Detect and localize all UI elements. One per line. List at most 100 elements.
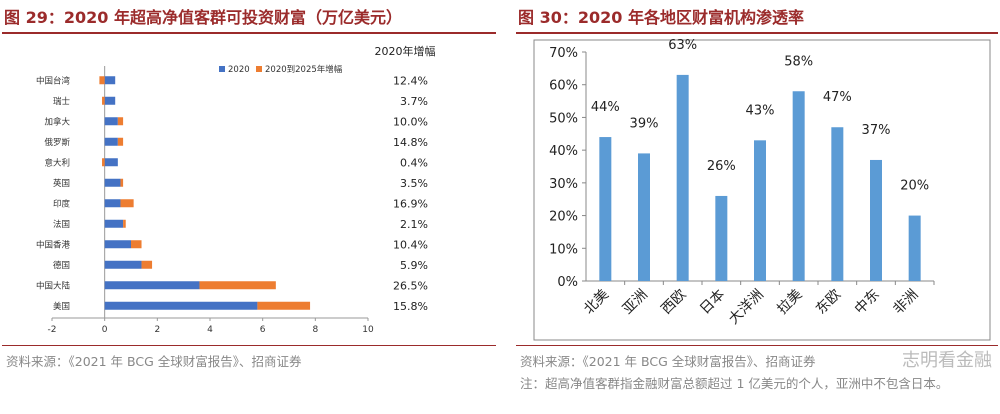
bar-increment (99, 76, 105, 85)
growth-label: 10.0% (393, 115, 428, 128)
x-tick-label: 0 (102, 325, 108, 335)
data-label: 44% (591, 100, 620, 115)
category-label: 俄罗斯 (44, 137, 70, 148)
left-bar-chart: 2020 2020到2025年增幅 2020年增幅 -2 0 2 4 6 8 10 中国台湾 12.4… (36, 44, 436, 335)
growth-label: 3.7% (400, 95, 428, 108)
x-tick-label: 4 (207, 325, 213, 335)
bar-2020 (104, 137, 118, 146)
bar-2020 (104, 199, 121, 208)
category-label: 东欧 (813, 287, 844, 318)
bar-increment (117, 137, 124, 146)
data-label: 20% (900, 179, 929, 194)
x-tick-label: 10 (362, 325, 374, 335)
bar-2020 (104, 117, 118, 126)
bar-2020 (104, 96, 116, 105)
category-label: 西欧 (658, 287, 689, 318)
growth-label: 12.4% (393, 74, 428, 87)
category-label: 亚洲 (620, 287, 651, 318)
category-label: 非洲 (890, 287, 921, 318)
category-label: 中国香港 (36, 239, 71, 250)
left-bottom-rule (2, 345, 496, 346)
growth-label: 0.4% (400, 156, 428, 169)
x-tick-label: 2 (154, 325, 160, 335)
left-title-rule (2, 32, 496, 34)
bar-increment (102, 96, 105, 105)
y-tick-label: 20% (549, 210, 578, 225)
bar-increment (120, 199, 134, 208)
bar (792, 91, 805, 281)
bar (638, 153, 650, 281)
bar (676, 74, 689, 282)
bar-2020 (104, 178, 121, 187)
data-label: 58% (784, 54, 813, 69)
category-label: 印度 (53, 198, 71, 209)
y-tick-label: 30% (549, 177, 578, 192)
category-label: 北美 (581, 287, 612, 318)
growth-label: 3.5% (400, 177, 428, 190)
bar-increment (131, 240, 142, 249)
right-chart-title: 图 30：2020 年各地区财富机构渗透率 (518, 8, 804, 27)
category-label: 英国 (53, 178, 70, 189)
growth-label: 5.9% (400, 259, 428, 272)
category-label: 中国台湾 (36, 75, 71, 86)
bar (599, 137, 612, 281)
left-legend: 2020 2020到2025年增幅 (219, 64, 343, 75)
bar (754, 140, 766, 281)
bar-increment (141, 260, 153, 269)
bar (870, 159, 882, 281)
y-tick-label: 50% (549, 111, 578, 126)
bar-increment (257, 301, 311, 310)
bar-increment (199, 281, 276, 290)
bar-2020 (104, 281, 200, 290)
bar-2020 (104, 219, 124, 228)
category-label: 中东 (852, 287, 883, 318)
data-label: 43% (746, 103, 775, 118)
legend-label: 2020 (228, 65, 250, 75)
category-label: 法国 (53, 219, 70, 230)
y-tick-label: 10% (549, 242, 578, 257)
right-source: 资料来源：《2021 年 BCG 全球财富报告》、招商证券 (520, 354, 816, 369)
bar-increment (123, 219, 126, 228)
left-chart-title: 图 29：2020 年超高净值客群可投资财富（万亿美元） (4, 8, 402, 27)
y-tick-label: 40% (549, 144, 578, 159)
data-label: 26% (707, 159, 736, 174)
data-label: 63% (668, 38, 697, 53)
y-tick-label: 0% (557, 275, 578, 290)
bar (908, 215, 921, 281)
category-label: 德国 (53, 260, 70, 271)
category-label: 意大利 (44, 157, 70, 168)
x-tick-label: -2 (48, 325, 57, 335)
category-label: 瑞士 (53, 96, 71, 107)
bar-increment (120, 178, 124, 187)
category-label: 日本 (697, 287, 728, 318)
growth-label: 10.4% (393, 238, 428, 251)
y-tick-label: 70% (549, 46, 578, 61)
growth-label: 14.8% (393, 136, 428, 149)
y-tick-label: 60% (549, 79, 578, 94)
category-label: 加拿大 (44, 116, 70, 127)
right-bar-chart: 0% 10% 20% 30% 40% 50% 60% 70% 44% 北美 39% 亚洲 63% 西欧 26… (533, 38, 991, 341)
data-label: 39% (630, 116, 659, 131)
data-label: 47% (823, 90, 852, 105)
data-label: 37% (862, 123, 891, 138)
growth-label: 15.8% (393, 300, 428, 313)
x-tick-label: 6 (260, 325, 266, 335)
right-note: 注：超高净值客群指金融财富总额超过 1 亿美元的个人，亚洲中不包含日本。 (520, 376, 949, 391)
category-label: 拉美 (774, 287, 805, 318)
bar-2020 (104, 158, 118, 167)
legend-swatch (219, 66, 225, 72)
chart-frame (533, 39, 991, 341)
watermark: 志明看金融 (902, 350, 992, 371)
category-label: 大洋洲 (726, 287, 767, 328)
bar-increment (117, 117, 124, 126)
right-title-rule (516, 32, 998, 34)
legend-label: 2020到2025年增幅 (265, 64, 343, 75)
category-label: 中国大陆 (36, 280, 71, 291)
growth-label: 26.5% (393, 279, 428, 292)
growth-label: 16.9% (393, 197, 428, 210)
bar (831, 127, 844, 281)
growth-header: 2020年增幅 (375, 44, 436, 58)
right-chart-panel: 图 30：2020 年各地区财富机构渗透率 0% 10% 20% 30% 40% 50% 6… (514, 0, 1000, 414)
bar-increment (102, 158, 105, 167)
bar-2020 (104, 260, 142, 269)
